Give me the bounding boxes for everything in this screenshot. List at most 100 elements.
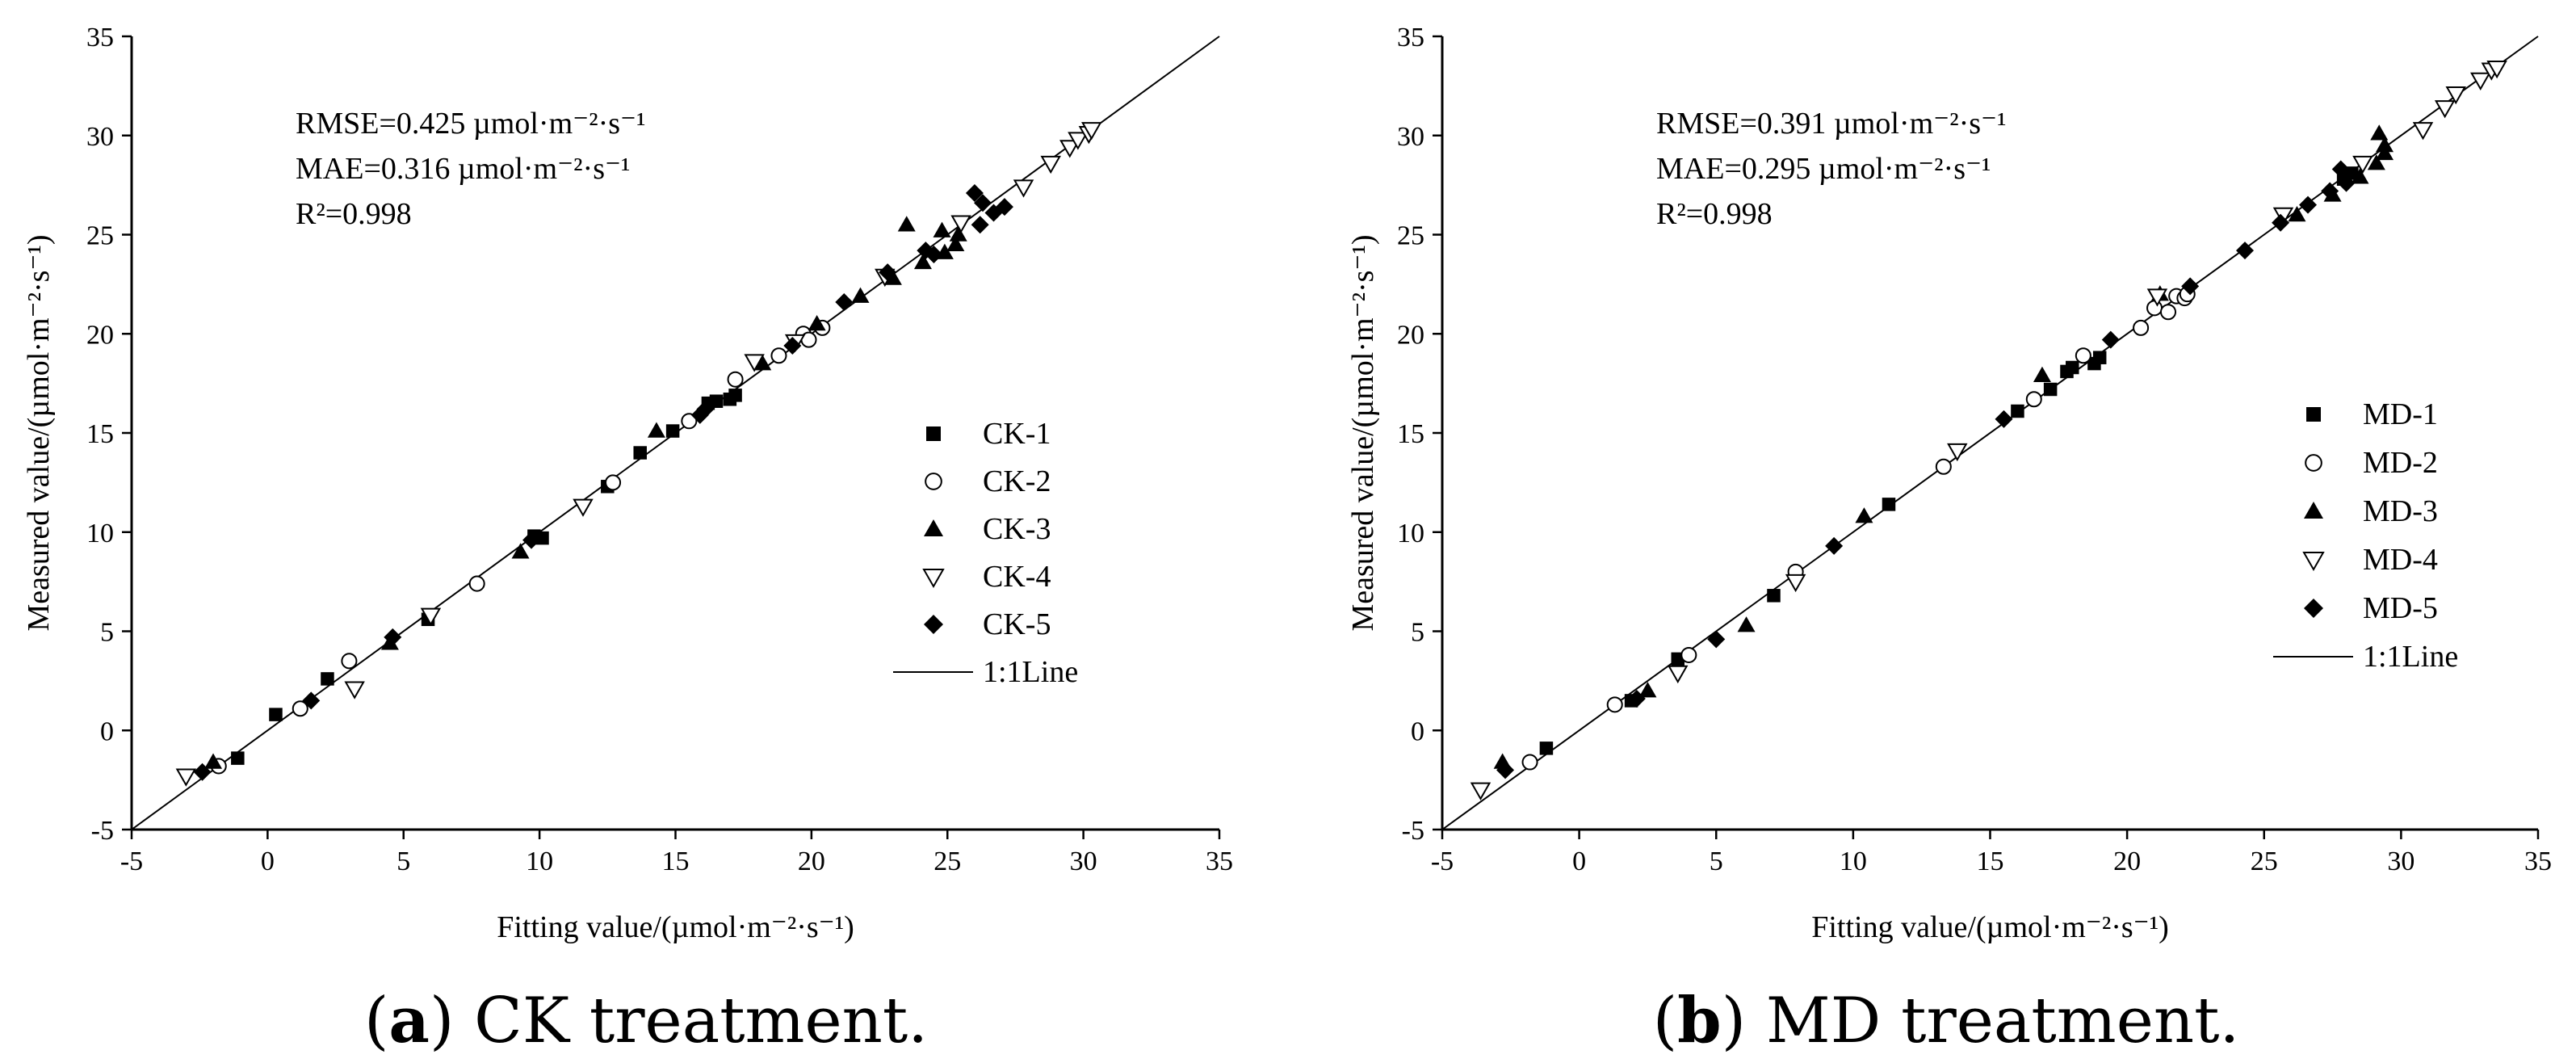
data-point-ck-4 [1059,140,1080,158]
data-point-ck-4 [1013,179,1034,198]
legend-label-md-5: MD-5 [2363,591,2438,625]
data-point-md-2 [2146,300,2163,317]
data-point-md-2 [2159,304,2177,321]
data-point-ck-4 [1040,155,1061,174]
stat-r2: R²=0.998 [296,197,412,231]
series-md-3 [1493,124,2394,769]
legend-label-ck-3: CK-3 [983,512,1051,546]
x-tick-label: -5 [1431,847,1454,876]
series-md-5 [1496,160,2356,779]
data-point-ck-5 [193,763,212,781]
x-tick-label: 25 [933,847,961,876]
x-tick-label: 30 [2387,847,2414,876]
data-point-md-5 [2181,277,2200,296]
chart-panel-a: -5-5 0 0 5 5 10 10 15 15 20 20 25 25 30 30 35 35 RMSE=0.4… [22,23,1233,1057]
legend-label-md-4: MD-4 [2363,543,2438,577]
data-point-ck-5 [690,405,709,424]
x-tick-label: 5 [1710,847,1723,876]
data-point-md-4 [2434,100,2456,119]
x-tick-label: 10 [526,847,553,876]
legend-label-line: 1:1Line [983,655,1078,689]
data-point-md-5 [2236,242,2255,260]
caption-paren: ( [364,985,388,1057]
data-point-md-2 [2075,347,2091,364]
y-tick-label: 30 [1397,122,1424,152]
data-point-ck-4 [573,498,594,517]
data-point-ck-3 [851,287,870,303]
data-point-ck-2 [605,474,622,491]
legend-label-ck-1: CK-1 [983,417,1051,451]
x-tick-label: 0 [261,847,275,876]
y-tick-label: 35 [86,23,114,53]
caption-letter: a [388,984,430,1057]
stat-rmse: RMSE=0.391 µmol·m⁻²·s⁻¹ [1656,107,2006,141]
x-tick-label: 0 [1572,847,1586,876]
data-point-ck-2 [727,371,744,388]
data-point-md-4 [2412,122,2434,141]
data-point-md-2 [2025,391,2042,408]
data-point-md-3 [1737,616,1756,632]
series-md-2 [1521,286,2196,771]
data-point-ck-5 [925,246,943,264]
data-point-ck-5 [974,194,992,212]
y-tick-label: 25 [1397,221,1424,251]
data-point-ck-1 [665,424,680,438]
data-point-ck-5 [783,336,802,355]
chart-panel-b: -5-5 0 0 5 5 10 10 15 15 20 20 25 25 30 30 35 35 RMSE=0.3… [1346,23,2552,1057]
series-ck-3 [204,216,967,769]
caption-text: ) MD treatment. [1722,985,2240,1057]
data-point-ck-3 [647,422,665,438]
y-tick-label: 10 [1397,519,1424,548]
data-point-md-1 [2011,404,2024,418]
x-tick-label: 30 [1070,847,1097,876]
series-ck-5 [193,183,1013,781]
stat-r2: R²=0.998 [1656,197,1773,231]
x-tick-label: 35 [1206,847,1233,876]
data-point-md-4 [1785,574,1806,593]
y-tick-label: 35 [1397,23,1424,53]
data-point-md-5 [1627,689,1646,708]
data-point-md-5 [2321,182,2339,200]
data-point-ck-4 [1081,122,1102,141]
data-point-ck-3 [883,269,902,285]
data-point-md-5 [1995,410,2013,428]
x-tick-label: -5 [120,847,143,876]
data-point-ck-4 [344,681,365,700]
legend-label-md-1: MD-1 [2363,397,2438,431]
y-tick-label: 10 [86,519,114,548]
data-point-ck-1 [633,446,647,460]
data-point-ck-5 [384,628,402,646]
data-point-md-3 [1638,682,1657,698]
data-point-ck-5 [995,198,1013,216]
data-point-ck-1 [535,531,549,545]
data-point-md-1 [2066,360,2079,375]
caption-paren: ( [1653,985,1677,1057]
data-point-md-1 [2043,382,2058,397]
data-point-ck-1 [709,394,724,408]
legend-marker-md-5 [2304,599,2323,618]
data-point-ck-5 [835,292,854,311]
legend-marker-md-4 [2302,552,2325,572]
caption-letter: b [1677,984,1722,1057]
data-point-ck-1 [728,389,742,402]
y-tick-label: 15 [1397,419,1424,449]
y-tick-label: 20 [86,320,114,350]
data-point-md-4 [1947,443,1968,462]
legend-label-ck-2: CK-2 [983,464,1051,498]
data-point-ck-2 [468,575,485,592]
data-point-md-3 [2376,137,2394,153]
data-point-md-2 [1935,458,1952,475]
data-point-md-3 [2288,205,2306,222]
x-tick-label: 15 [1977,847,2004,876]
data-point-ck-3 [808,314,826,331]
legend-marker-ck-5 [924,615,943,634]
data-point-ck-3 [946,235,965,252]
stat-mae: MAE=0.316 µmol·m⁻²·s⁻¹ [296,152,630,186]
series-md-4 [1470,61,2507,800]
x-axis-title: Fitting value/(µmol·m⁻²·s⁻¹) [497,910,854,944]
legend-marker-ck-2 [925,473,942,490]
legend-marker-ck-1 [926,426,941,441]
data-point-md-3 [1855,507,1873,523]
data-point-md-5 [2337,174,2356,192]
